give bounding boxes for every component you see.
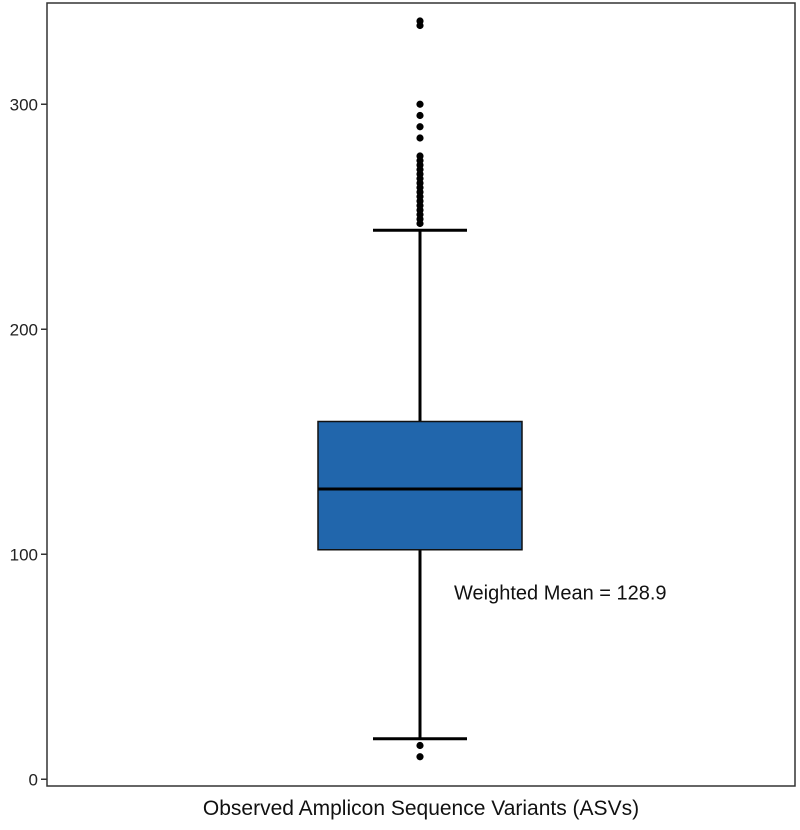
interquartile-box [317, 420, 523, 551]
y-tick-label: 100 [10, 545, 38, 564]
y-tick-label: 0 [29, 770, 38, 789]
outlier-point [416, 152, 424, 160]
box-group [317, 228, 523, 741]
x-axis-title: Observed Amplicon Sequence Variants (ASV… [203, 797, 639, 820]
outlier-point [416, 100, 424, 108]
plot-panel-border [46, 2, 796, 787]
outlier-point [416, 123, 424, 131]
outlier-point [416, 753, 424, 761]
weighted-mean-annotation: Weighted Mean = 128.9 [454, 583, 667, 605]
y-tick-label: 200 [10, 320, 38, 339]
outlier-point [416, 17, 424, 25]
y-tick-label: 300 [10, 95, 38, 114]
outlier-point [416, 741, 424, 750]
y-axis: 0 100 200 300 [10, 95, 47, 789]
outlier-point [416, 111, 424, 120]
outlier-points [416, 17, 424, 761]
outlier-point [416, 134, 424, 142]
